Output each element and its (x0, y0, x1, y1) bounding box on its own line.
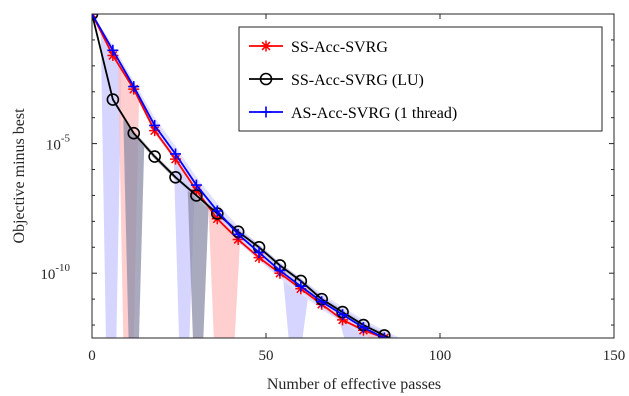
y-tick-label: 10-10 (40, 262, 70, 283)
tick-labels: 0 50 100 150 10-5 10-10 (40, 133, 625, 364)
legend-label-0: SS-Acc-SVRG (291, 39, 388, 56)
legend-entry-0: SS-Acc-SVRG (249, 39, 388, 56)
legend: SS-Acc-SVRG SS-Acc-SVRG (LU) AS-Acc-SVRG (… (238, 26, 603, 132)
data-point-2-4 (170, 148, 182, 160)
x-tick-label: 50 (259, 348, 274, 364)
data-point-2-5 (190, 179, 202, 191)
data-point-2-14 (378, 332, 390, 338)
data-point-2-2 (128, 81, 140, 93)
data-point-1-15 (400, 340, 411, 351)
data-point-2-6 (211, 205, 223, 217)
series-lines (92, 14, 411, 354)
data-point-2-3 (149, 119, 161, 131)
legend-entry-2: AS-Acc-SVRG (1 thread) (249, 105, 457, 122)
data-point-0-15 (400, 343, 411, 354)
x-axis-label: Number of effective passes (267, 376, 441, 393)
data-point-2-12 (337, 309, 349, 321)
x-tick-label: 100 (429, 348, 452, 364)
x-tick-label: 150 (603, 348, 626, 364)
data-point-1-2 (127, 126, 141, 140)
data-point-2-11 (316, 296, 328, 308)
data-point-2-1 (107, 44, 119, 56)
y-axis-label: Objective minus best (11, 108, 28, 244)
legend-marker-2 (260, 106, 272, 118)
confidence-bands (92, 14, 400, 338)
legend-box (238, 26, 603, 132)
data-point-2-15 (400, 343, 411, 354)
y-tick-label: 10-5 (46, 133, 71, 154)
series-2 (92, 14, 411, 354)
data-point-1-3 (148, 150, 161, 163)
band-spike-8 (363, 332, 380, 338)
legend-label-1: SS-Acc-SVRG (LU) (291, 72, 424, 89)
axes (91, 13, 615, 339)
data-point-1-4 (169, 170, 182, 184)
data-point-2-9 (274, 265, 286, 277)
band-spike-0 (100, 31, 122, 338)
band-spike-6 (283, 280, 308, 338)
data-point-2-7 (232, 228, 244, 240)
data-point-1-1 (106, 93, 120, 106)
band-spike-2 (123, 118, 145, 338)
data-point-2-8 (253, 246, 265, 258)
legend-label-2: AS-Acc-SVRG (1 thread) (291, 105, 457, 122)
data-point-2-10 (295, 280, 307, 292)
data-point-2-13 (357, 322, 369, 334)
band-spike-4 (187, 190, 209, 338)
legend-marker-0 (260, 40, 272, 52)
band-spike-5 (208, 209, 240, 338)
legend-entry-1: SS-Acc-SVRG (LU) (249, 72, 424, 89)
legend-marker-1 (259, 72, 273, 86)
x-tick-label: 0 (88, 348, 96, 364)
axes-box (91, 13, 615, 339)
